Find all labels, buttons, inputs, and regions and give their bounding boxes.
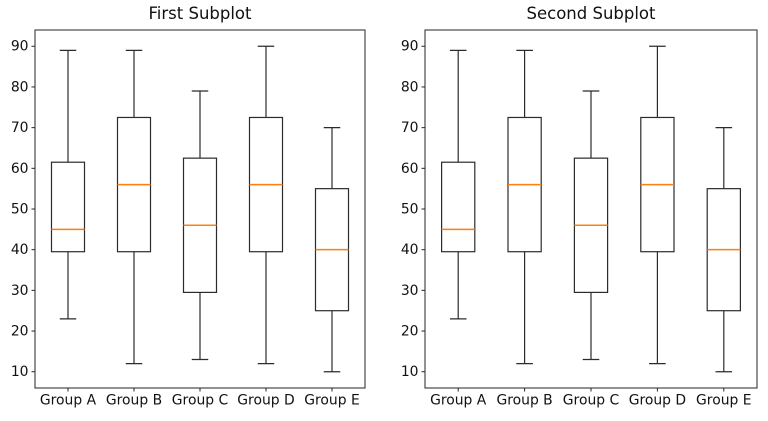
boxplot-group-e (314, 127, 350, 373)
y-tick-label: 10 (11, 364, 29, 380)
second-subplot-title: Second Subplot (526, 4, 656, 23)
x-tick-label: Group A (430, 393, 487, 409)
y-tick-label: 30 (11, 283, 29, 299)
boxplot-group-e (706, 127, 742, 373)
x-tick-label: Group D (629, 393, 686, 409)
y-tick-label: 70 (401, 120, 419, 136)
x-tick-label: Group B (496, 393, 552, 409)
boxplot-group-d (640, 45, 675, 365)
x-tick-label: Group C (172, 393, 228, 409)
x-tick-label: Group E (696, 393, 751, 409)
subplot-1: 10 20 30 40 50 60 70 80 90 Group A Group B Group C G… (11, 29, 366, 409)
y-tick-label: 70 (11, 120, 29, 136)
x-tick-label: Group A (40, 393, 97, 409)
boxplot-group-c (182, 90, 218, 361)
y-tick-label: 80 (11, 79, 29, 95)
y-tick-label: 20 (401, 323, 419, 339)
first-subplot-title: First Subplot (148, 4, 252, 23)
y-tick-label: 90 (401, 39, 419, 55)
iqr-box (50, 161, 86, 253)
y-tick-label: 40 (401, 242, 419, 258)
y-tick-label: 30 (401, 283, 419, 299)
boxplot-group-d (248, 45, 284, 365)
y-tick-label: 50 (401, 201, 419, 217)
iqr-box (441, 161, 476, 253)
y-tick-label: 90 (11, 39, 29, 55)
y-tick-label: 10 (401, 364, 419, 380)
x-tick-label: Group D (237, 393, 294, 409)
boxplot-group-a (50, 49, 86, 320)
boxplot-group-c (573, 90, 609, 361)
y-tick-label: 50 (11, 201, 29, 217)
boxplot-group-b (116, 49, 152, 365)
y-tick-label: 40 (11, 242, 29, 258)
x-tick-label: Group E (304, 393, 359, 409)
subplot-2: 10 20 30 40 50 60 70 80 90 Group A Group B Group C G… (401, 29, 758, 409)
y-tick-label: 20 (11, 323, 29, 339)
y-tick-label: 60 (401, 161, 419, 177)
boxplot-group-a (441, 49, 476, 320)
x-tick-label: Group B (106, 393, 162, 409)
boxplot-group-b (507, 49, 542, 365)
y-tick-label: 60 (11, 161, 29, 177)
x-tick-label: Group C (563, 393, 619, 409)
y-tick-label: 80 (401, 79, 419, 95)
